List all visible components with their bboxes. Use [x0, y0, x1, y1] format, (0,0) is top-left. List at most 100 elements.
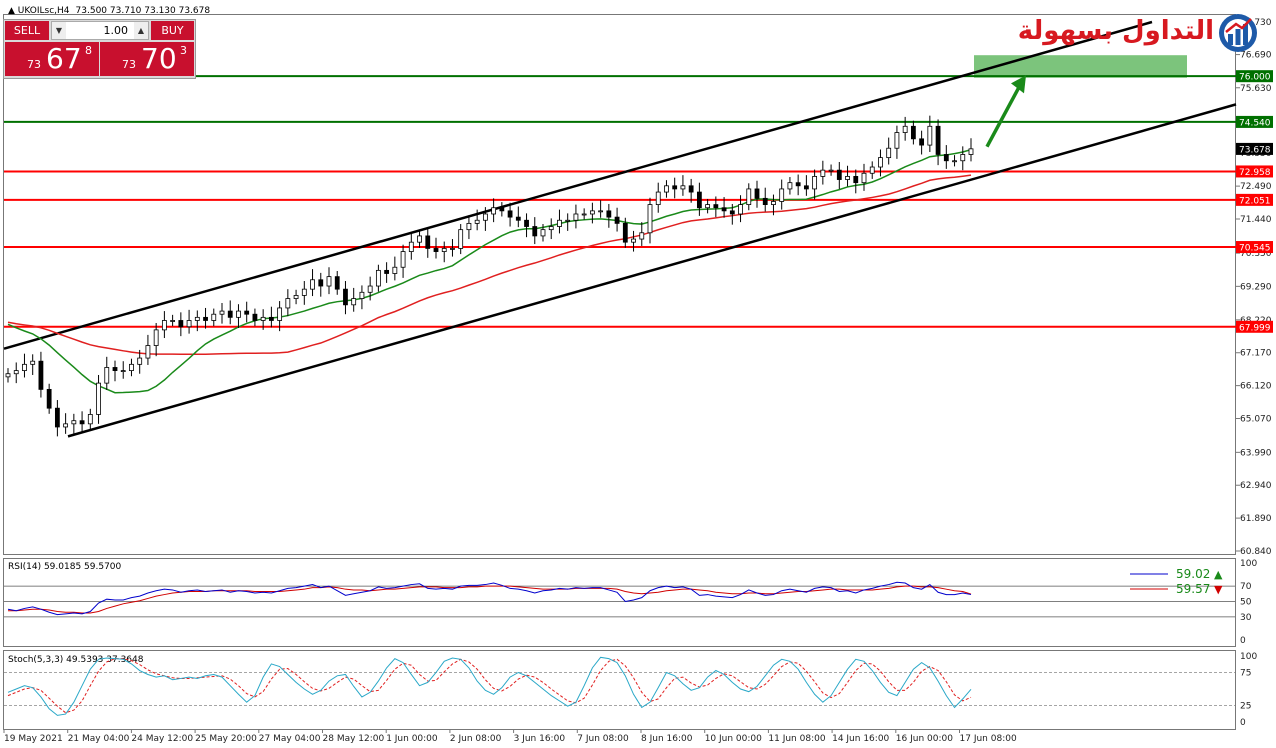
candle-body	[820, 169, 826, 177]
candle	[968, 138, 974, 162]
candle-body	[137, 357, 143, 365]
rsi-y-tick: 50	[1240, 598, 1252, 608]
rsi-y-tick: 70	[1240, 582, 1252, 592]
candle-body	[721, 207, 727, 212]
candle-body	[433, 248, 439, 252]
y-tick-label: 76.690	[1240, 51, 1272, 61]
candle-body	[96, 382, 101, 415]
candle-body	[935, 125, 941, 155]
stoch-y-tick: 0	[1240, 718, 1246, 728]
candle	[326, 267, 332, 295]
candle-body	[688, 185, 694, 193]
candle-body	[367, 285, 373, 293]
header-symbol-icon: ▲	[8, 6, 18, 16]
rsi-layer: RSI(14) 59.0185 59.5700 59.02 ▲ 59.57 ▼	[4, 562, 1235, 618]
candle-body	[902, 125, 908, 133]
candle-body	[491, 207, 497, 215]
stoch-y-tick: 100	[1240, 652, 1257, 662]
candle-body	[375, 269, 381, 287]
candle-body	[46, 388, 52, 409]
brand-logo: التداول بسهولة	[1018, 12, 1258, 56]
candle	[639, 222, 645, 246]
candle-body	[787, 182, 793, 190]
candle	[46, 383, 52, 414]
lot-decrease-icon[interactable]: ▼	[52, 22, 66, 39]
candle-body	[886, 147, 892, 159]
candle-body	[581, 213, 587, 216]
candle-body	[664, 185, 669, 193]
candle-body	[943, 154, 949, 162]
level-price-tag	[1236, 193, 1273, 206]
rsi-y-tick: 0	[1240, 636, 1246, 646]
candle	[466, 215, 472, 240]
main-chart-frame	[3, 14, 1236, 555]
candle	[795, 174, 801, 196]
candle-body	[845, 176, 850, 180]
x-tick-label: 11 Jun 08:00	[768, 734, 825, 744]
candle	[952, 155, 957, 167]
candle	[812, 169, 818, 200]
candle-body	[524, 219, 529, 227]
stoch-title: Stoch(5,3,3) 49.5393 37.3648	[8, 655, 144, 665]
candle	[499, 202, 505, 217]
candle-body	[853, 176, 859, 184]
rsi-up-arrow-icon: ▲	[1214, 568, 1223, 581]
candle	[548, 218, 554, 240]
candle-body	[5, 373, 11, 378]
candle	[589, 202, 595, 224]
rsi-panel-frame	[3, 558, 1236, 647]
sell-button[interactable]: SELL	[5, 21, 49, 40]
candle	[194, 310, 200, 332]
candle-body	[878, 157, 883, 168]
candle-body	[71, 420, 77, 425]
y-tick-label: 71.440	[1240, 215, 1272, 225]
y-tick-label: 69.290	[1240, 282, 1272, 292]
candle-body	[186, 320, 192, 328]
candle	[310, 269, 315, 297]
sell-price-sup: 8	[85, 44, 92, 57]
x-tick-label: 21 May 04:00	[68, 734, 130, 744]
candle	[87, 408, 93, 430]
rsi-signal-line	[8, 585, 972, 614]
candle-body	[351, 298, 357, 306]
candle-body	[458, 229, 464, 249]
ma-fast-line	[7, 148, 972, 394]
candle	[5, 368, 11, 383]
candle	[878, 149, 883, 177]
candle	[38, 351, 44, 398]
candle-body	[54, 407, 60, 428]
candle	[417, 230, 422, 248]
lot-size-value[interactable]: 1.00	[103, 24, 129, 37]
candle-body	[894, 132, 900, 149]
candle	[738, 195, 743, 223]
candle	[762, 187, 768, 212]
candle	[285, 289, 291, 317]
level-price-label: 72.958	[1239, 168, 1271, 178]
candle	[252, 308, 258, 327]
candle-body	[598, 210, 604, 213]
candle-body	[87, 414, 93, 425]
candle-body	[910, 125, 916, 140]
candle	[507, 202, 513, 227]
level-price-label: 70.545	[1239, 244, 1271, 254]
lot-increase-icon[interactable]: ▲	[134, 22, 148, 39]
candle-body	[343, 288, 348, 306]
channel-upper-line	[3, 20, 1153, 350]
candle-body	[836, 169, 842, 180]
x-tick-label: 24 May 12:00	[131, 734, 193, 744]
y-tick-label: 75.630	[1240, 84, 1272, 94]
candle	[203, 307, 208, 329]
rsi-y-tick: 30	[1240, 613, 1252, 623]
sell-price-box[interactable]: 73 67 8	[5, 42, 99, 76]
candle-body	[762, 197, 768, 205]
lot-size-input[interactable]: ▼ 1.00 ▲	[51, 21, 149, 40]
x-tick-label: 19 May 2021	[4, 734, 63, 744]
buy-button[interactable]: BUY	[151, 21, 194, 40]
channel-lower-line	[67, 103, 1237, 438]
candle-body	[211, 313, 217, 321]
candle-body	[532, 226, 538, 237]
candle	[614, 207, 620, 232]
buy-price-box[interactable]: 73 70 3	[100, 42, 194, 76]
candle-body	[919, 138, 925, 146]
